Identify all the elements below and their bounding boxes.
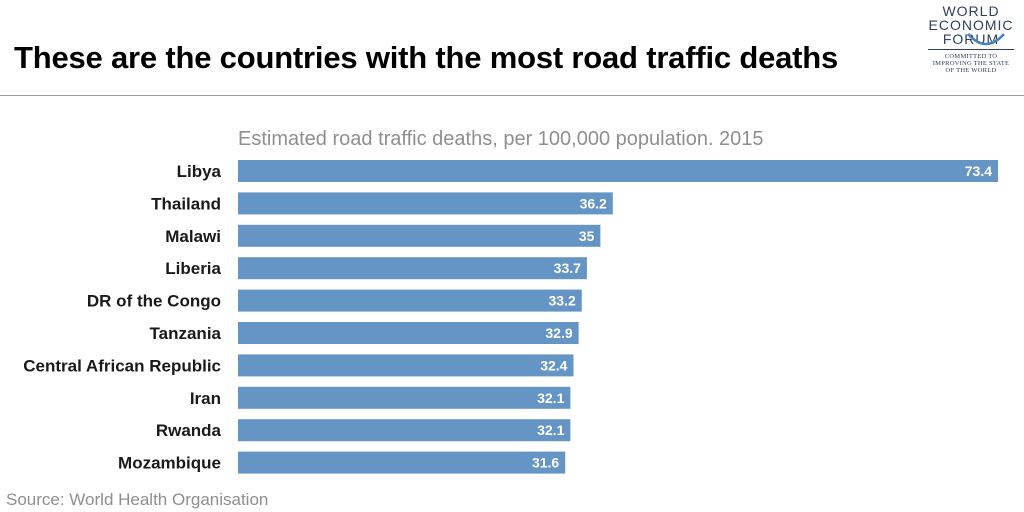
- bar-mozambique: [238, 451, 566, 474]
- page-title: These are the countries with the most ro…: [14, 40, 839, 75]
- bar-thailand: [238, 192, 613, 215]
- value-label-libya: 73.4: [965, 163, 992, 179]
- bar-dr-of-the-congo: [238, 289, 582, 312]
- value-label-tanzania: 32.9: [545, 325, 572, 341]
- bar-tanzania: [238, 322, 579, 344]
- chart-subtitle: Estimated road traffic deaths, per 100,0…: [238, 128, 764, 150]
- value-label-liberia: 33.7: [554, 260, 581, 276]
- category-label-tanzania: Tanzania: [150, 324, 222, 343]
- category-label-malawi: Malawi: [165, 227, 221, 246]
- category-label-iran: Iran: [190, 389, 221, 408]
- category-label-liberia: Liberia: [165, 259, 221, 278]
- logo-tagline-3: OF THE WORLD: [945, 67, 997, 74]
- value-label-rwanda: 32.1: [537, 422, 564, 438]
- source-note: Source: World Health Organisation: [6, 490, 269, 509]
- bar-libya: [238, 160, 998, 182]
- value-label-thailand: 36.2: [580, 195, 607, 211]
- header-divider: [0, 95, 1024, 96]
- logo-divider: [928, 49, 1014, 50]
- category-label-central-african-republic: Central African Republic: [23, 356, 221, 375]
- category-label-libya: Libya: [177, 162, 222, 181]
- category-label-dr-of-the-congo: DR of the Congo: [87, 292, 221, 311]
- logo-line-2: ECONOMIC: [928, 17, 1014, 33]
- logo-tagline-1: COMMITTED TO: [944, 53, 998, 60]
- value-label-mozambique: 31.6: [532, 455, 559, 471]
- bar-iran: [238, 386, 571, 409]
- bar-liberia: [238, 257, 587, 280]
- logo-line-1: WORLD: [942, 3, 1000, 19]
- logo-tagline-2: IMPROVING THE STATE: [932, 60, 1010, 67]
- category-label-thailand: Thailand: [151, 194, 221, 213]
- value-label-dr-of-the-congo: 33.2: [549, 293, 576, 309]
- category-label-mozambique: Mozambique: [118, 454, 221, 473]
- value-label-iran: 32.1: [537, 390, 564, 406]
- wef-logo: WORLD ECONOMIC FORUM COMMITTED TO IMPROV…: [925, 4, 1017, 92]
- logo-arc-icon: [967, 33, 1005, 46]
- category-label-rwanda: Rwanda: [156, 421, 222, 440]
- bar-central-african-republic: [238, 354, 574, 377]
- bar-rwanda: [238, 419, 571, 442]
- logo-line-3: FORUM: [942, 31, 1000, 47]
- bar-malawi: [238, 224, 601, 247]
- value-label-central-african-republic: 32.4: [540, 357, 567, 373]
- value-label-malawi: 35: [579, 228, 595, 244]
